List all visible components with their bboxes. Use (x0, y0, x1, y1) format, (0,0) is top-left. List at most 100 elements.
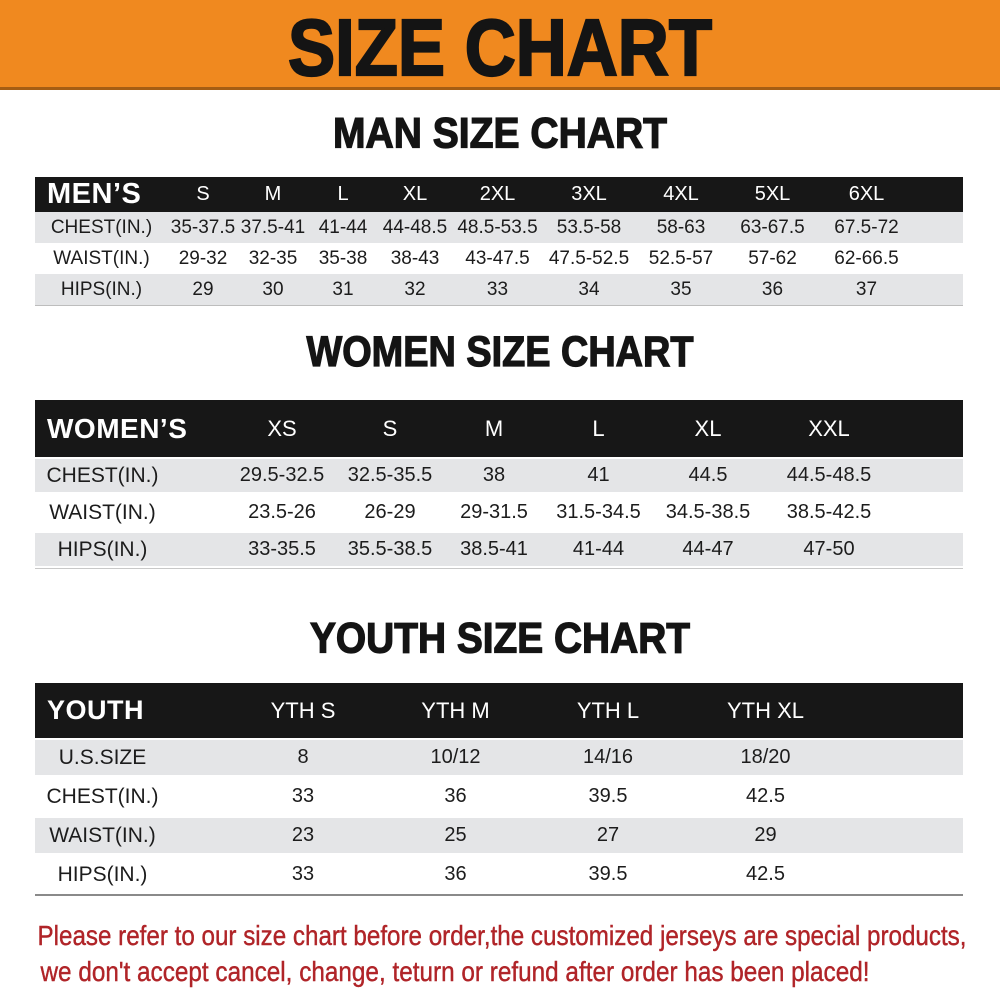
value-cell: 31 (332, 278, 354, 300)
value-cell: 37.5-41 (240, 216, 306, 238)
value-cell: 44-48.5 (382, 216, 448, 238)
value-cell: 35-38 (318, 247, 368, 269)
value-cell: 39.5 (588, 863, 628, 885)
table-header-row: MEN’S S M L XL 2XL 3XL 4XL 5XL 6XL (35, 177, 963, 212)
value-cell: 29 (192, 278, 214, 300)
row-label: CHEST(IN.) (46, 784, 159, 808)
value-cell: 44.5-48.5 (786, 464, 872, 486)
value-cell: 23 (291, 824, 315, 846)
table-header-row: WOMEN’S XS S M L XL XXL (35, 400, 963, 457)
value-cell: 29 (754, 824, 777, 846)
value-cell: 41-44 (572, 538, 625, 560)
row-label: WAIST(IN.) (53, 247, 150, 269)
table-row: HIPS(IN.) 33 36 39.5 42.5 (35, 855, 963, 894)
value-cell: 35.5-38.5 (347, 538, 433, 560)
value-cell: 38.5-42.5 (786, 501, 872, 523)
table-row: WAIST(IN.) 23 25 27 29 (35, 816, 963, 855)
size-column-header: S (196, 183, 210, 205)
value-cell: 25 (444, 824, 467, 846)
size-column-header: L (592, 415, 605, 441)
size-column-header: 4XL (663, 183, 699, 205)
banner-title: SIZE CHART (288, 3, 712, 87)
table-header-label: YOUTH (47, 695, 144, 725)
size-column-header: YTH XL (726, 697, 805, 723)
banner: SIZE CHART (0, 0, 1000, 90)
value-cell: 38 (482, 464, 506, 486)
value-cell: 38-43 (390, 247, 440, 269)
value-cell: 36 (444, 785, 467, 807)
row-label: U.S.SIZE (58, 745, 147, 769)
value-cell: 43-47.5 (465, 247, 530, 269)
row-label: HIPS(IN.) (57, 862, 148, 886)
size-column-header: M (264, 183, 282, 205)
man-section-title-svg: MAN SIZE CHART (332, 109, 667, 158)
value-cell: 33 (486, 278, 509, 300)
value-cell: 44.5 (688, 464, 728, 486)
row-label: HIPS(IN.) (60, 278, 143, 300)
size-column-header: XL (402, 183, 428, 205)
value-cell: 48.5-53.5 (457, 216, 538, 238)
value-cell: 42.5 (746, 785, 785, 807)
row-label: CHEST(IN.) (46, 463, 159, 487)
men-size-table: MEN’S S M L XL 2XL 3XL 4XL 5XL 6XL CHEST(IN.) 35-37… (35, 177, 963, 306)
table-row: CHEST(IN.) 29.5-32.5 32.5-35.5 38 41 44.5 44.5… (35, 457, 963, 494)
value-cell: 32-35 (248, 247, 298, 269)
youth-section-title: YOUTH SIZE CHART (310, 615, 690, 663)
value-cell: 63-67.5 (740, 216, 805, 238)
value-cell: 18/20 (740, 746, 791, 768)
footer-note-svg: Please refer to our size chart before or… (37, 920, 966, 987)
value-cell: 8 (297, 746, 309, 768)
value-cell: 34 (578, 278, 600, 300)
table-header-label: WOMEN’S (47, 412, 188, 444)
table-row: CHEST(IN.) 33 36 39.5 42.5 (35, 777, 963, 816)
women-size-table: WOMEN’S XS S M L XL XXL CHEST(IN.) 29.5-32.5 32.5… (35, 400, 963, 569)
size-column-header: M (484, 415, 504, 441)
youth-section-title-svg: YOUTH SIZE CHART (309, 614, 690, 663)
value-cell: 33 (291, 863, 315, 885)
value-cell: 32.5-35.5 (347, 464, 433, 486)
value-cell: 23.5-26 (248, 501, 316, 523)
value-cell: 41 (587, 464, 610, 486)
row-label: WAIST(IN.) (49, 823, 156, 847)
banner-title-svg: SIZE CHART (287, 2, 713, 87)
table-row: CHEST(IN.) 35-37.5 37.5-41 41-44 44-48.5 48.5… (35, 212, 963, 243)
value-cell: 29-32 (178, 247, 228, 269)
value-cell: 27 (596, 824, 620, 846)
value-cell: 53.5-58 (556, 216, 622, 238)
man-section-title: MAN SIZE CHART (333, 110, 667, 158)
value-cell: 52.5-57 (648, 247, 714, 269)
row-label: CHEST(IN.) (50, 216, 153, 238)
size-column-header: XL (694, 415, 722, 441)
table-row: HIPS(IN.) 33-35.5 35.5-38.5 38.5-41 41-44 44-… (35, 531, 963, 568)
value-cell: 36 (761, 278, 784, 300)
table-row: U.S.SIZE 8 10/12 14/16 18/20 (35, 738, 963, 777)
value-cell: 32 (404, 278, 426, 300)
size-column-header: 2XL (479, 183, 516, 205)
value-cell: 14/16 (582, 746, 634, 768)
size-column-header: YTH L (576, 697, 640, 723)
row-label: WAIST(IN.) (49, 500, 156, 524)
table-header-row: YOUTH YTH S YTH M YTH L YTH XL (35, 683, 963, 738)
value-cell: 37 (855, 278, 878, 300)
value-cell: 29-31.5 (460, 501, 528, 523)
footer-note-line2: we don't accept cancel, change, teturn o… (40, 956, 870, 987)
women-section-title: WOMEN SIZE CHART (307, 328, 694, 376)
value-cell: 34.5-38.5 (665, 501, 751, 523)
table-row: WAIST(IN.) 23.5-26 26-29 29-31.5 31.5-34.5 34… (35, 494, 963, 531)
value-cell: 39.5 (588, 785, 628, 807)
value-cell: 35-37.5 (170, 216, 236, 238)
value-cell: 47.5-52.5 (548, 247, 630, 269)
size-column-header: XXL (808, 415, 850, 441)
value-cell: 41-44 (318, 216, 368, 238)
value-cell: 57-62 (748, 247, 797, 269)
size-column-header: YTH M (421, 697, 490, 723)
value-cell: 62-66.5 (834, 247, 899, 269)
women-section-title-svg: WOMEN SIZE CHART (306, 327, 694, 376)
size-column-header: XS (267, 415, 297, 441)
size-column-header: 6XL (848, 183, 885, 205)
value-cell: 26-29 (364, 501, 416, 523)
value-cell: 42.5 (746, 863, 785, 885)
size-column-header: L (337, 183, 349, 205)
value-cell: 10/12 (430, 746, 481, 768)
